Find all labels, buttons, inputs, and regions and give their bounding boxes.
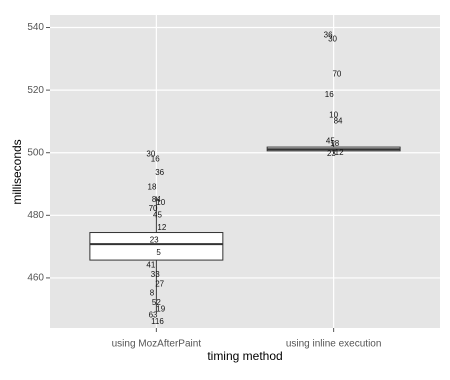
point-label: 30: [328, 35, 337, 44]
y-axis-title: milliseconds: [10, 139, 24, 204]
point-label: 18: [330, 139, 339, 148]
y-tick-label: 500: [27, 147, 44, 158]
point-label: 12: [335, 148, 344, 157]
point-label: 10: [329, 110, 338, 119]
panel: [50, 15, 440, 328]
point-label: 19: [156, 304, 165, 313]
point-label: 23: [150, 235, 159, 244]
point-label: 8: [150, 289, 155, 298]
y-tick-label: 520: [27, 85, 44, 96]
point-label: 30: [146, 149, 155, 158]
box: [89, 232, 224, 261]
x-tick-label: using inline execution: [286, 339, 382, 350]
point-label: 27: [155, 279, 164, 288]
x-axis-title: timing method: [207, 349, 282, 363]
point-label: 36: [155, 168, 164, 177]
point-label: 5: [156, 248, 161, 257]
point-label: 45: [153, 210, 162, 219]
point-label: 10: [156, 198, 165, 207]
point-label: 70: [149, 204, 158, 213]
y-tick-label: 480: [27, 210, 44, 221]
point-label: 52: [152, 298, 161, 307]
y-tick-label: 540: [27, 22, 44, 33]
point-label: 16: [325, 90, 334, 99]
point-label: 84: [152, 195, 161, 204]
x-tick-label: using MozAfterPaint: [112, 339, 202, 350]
point-label: 116: [151, 317, 164, 326]
point-label: 45: [326, 137, 335, 146]
point-label: 84: [334, 117, 343, 126]
y-tick-label: 460: [27, 273, 44, 284]
point-label: 36: [324, 30, 333, 39]
point-label: 18: [148, 182, 157, 191]
point-label: 16: [151, 155, 160, 164]
point-label: 12: [157, 223, 166, 232]
point-label: 23: [327, 149, 336, 158]
point-label: 33: [151, 270, 160, 279]
point-label: 63: [149, 311, 158, 320]
point-label: 70: [332, 70, 341, 79]
point-label: 41: [146, 261, 155, 270]
